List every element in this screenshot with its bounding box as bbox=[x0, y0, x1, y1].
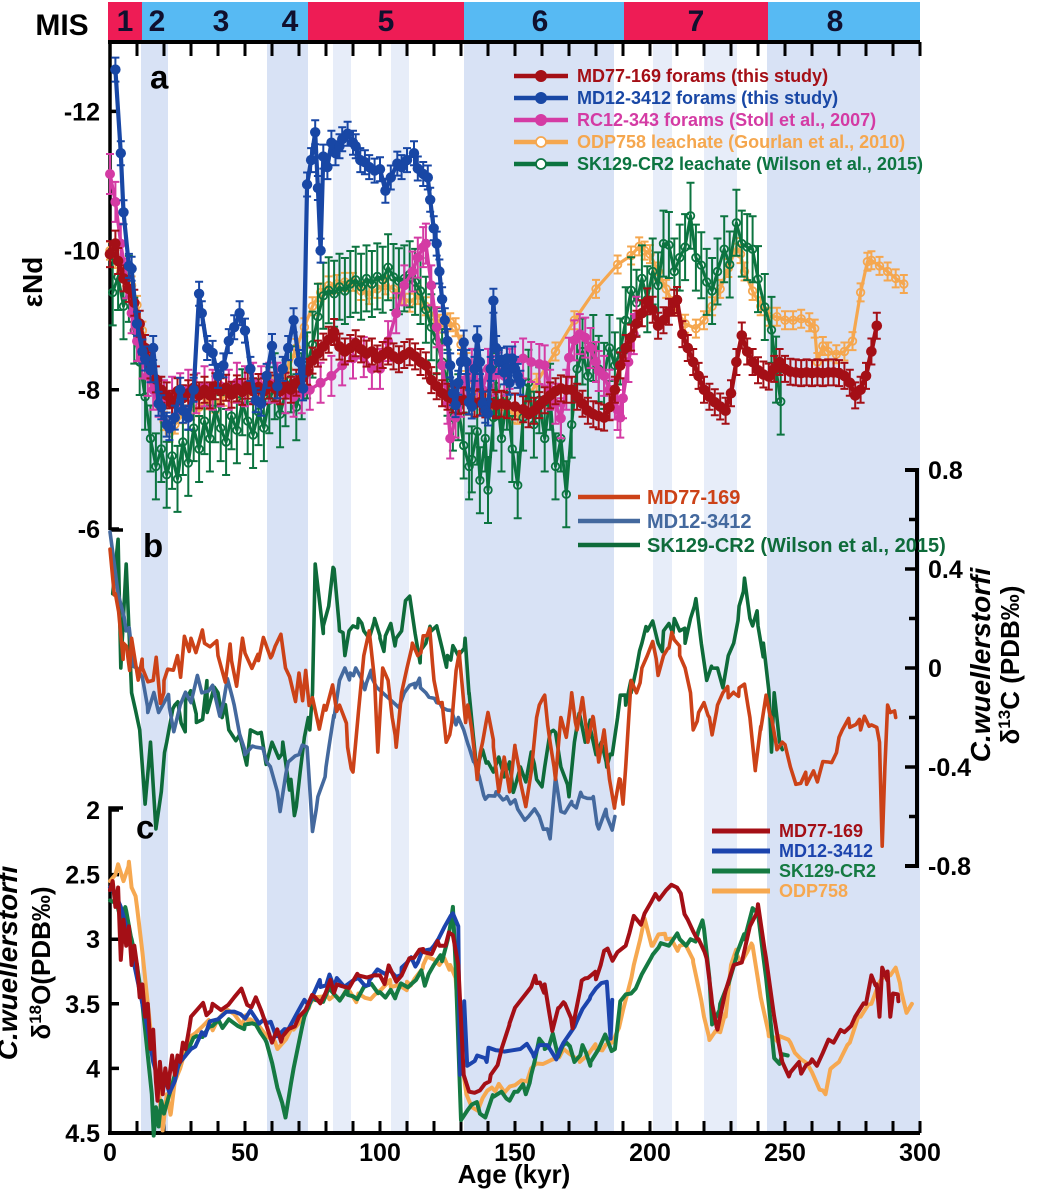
svg-text:MD12-3412: MD12-3412 bbox=[647, 511, 752, 533]
svg-text:C.wuellerstorfi: C.wuellerstorfi bbox=[965, 567, 996, 763]
svg-text:C.wuellerstorfi: C.wuellerstorfi bbox=[0, 865, 23, 1061]
svg-text:2: 2 bbox=[149, 5, 166, 38]
svg-text:5: 5 bbox=[378, 5, 395, 38]
svg-text:0: 0 bbox=[103, 1139, 117, 1167]
svg-text:0.4: 0.4 bbox=[928, 556, 963, 584]
svg-text:ODP758 leachate (Gourlan et al: ODP758 leachate (Gourlan et al., 2010) bbox=[577, 132, 905, 152]
svg-text:MD77-169 forams (this study): MD77-169 forams (this study) bbox=[577, 66, 828, 86]
svg-text:250: 250 bbox=[764, 1139, 806, 1167]
svg-text:-10: -10 bbox=[64, 238, 100, 266]
svg-text:3.5: 3.5 bbox=[65, 991, 100, 1019]
svg-text:-0.4: -0.4 bbox=[928, 754, 971, 782]
svg-text:SK129-CR2 leachate (Wilson et: SK129-CR2 leachate (Wilson et al., 2015) bbox=[577, 154, 923, 174]
svg-text:0.8: 0.8 bbox=[928, 457, 963, 485]
svg-text:4.5: 4.5 bbox=[65, 1120, 100, 1148]
svg-text:3: 3 bbox=[86, 926, 100, 954]
svg-text:2.5: 2.5 bbox=[65, 862, 100, 890]
svg-text:SK129-CR2: SK129-CR2 bbox=[779, 861, 876, 881]
svg-text:150: 150 bbox=[494, 1139, 536, 1167]
svg-text:Age (kyr): Age (kyr) bbox=[458, 1159, 571, 1189]
svg-text:6: 6 bbox=[532, 5, 549, 38]
svg-text:200: 200 bbox=[629, 1139, 671, 1167]
svg-text:RC12-343 forams (Stoll et al.,: RC12-343 forams (Stoll et al., 2007) bbox=[577, 110, 876, 130]
svg-text:2: 2 bbox=[86, 797, 100, 825]
svg-text:MD77-169: MD77-169 bbox=[779, 821, 863, 841]
svg-text:4: 4 bbox=[86, 1055, 100, 1083]
svg-text:3: 3 bbox=[213, 5, 230, 38]
svg-text:8: 8 bbox=[827, 5, 844, 38]
svg-text:ODP758: ODP758 bbox=[779, 881, 848, 901]
svg-text:7: 7 bbox=[688, 5, 705, 38]
svg-text:c: c bbox=[136, 809, 154, 846]
svg-text:-0.8: -0.8 bbox=[928, 853, 971, 881]
svg-text:MD12-3412: MD12-3412 bbox=[779, 841, 873, 861]
svg-text:1: 1 bbox=[117, 5, 134, 38]
svg-text:-8: -8 bbox=[78, 377, 100, 405]
svg-text:0: 0 bbox=[928, 655, 942, 683]
svg-text:300: 300 bbox=[899, 1139, 941, 1167]
svg-text:a: a bbox=[150, 59, 169, 96]
svg-text:4: 4 bbox=[282, 5, 299, 38]
svg-text:SK129-CR2 (Wilson et al., 2015: SK129-CR2 (Wilson et al., 2015) bbox=[647, 535, 946, 557]
svg-text:b: b bbox=[143, 527, 163, 564]
svg-text:-12: -12 bbox=[64, 98, 100, 126]
svg-text:εNd: εNd bbox=[17, 257, 48, 308]
svg-text:MD77-169: MD77-169 bbox=[647, 487, 740, 509]
svg-text:100: 100 bbox=[359, 1139, 401, 1167]
svg-text:MIS: MIS bbox=[35, 9, 88, 42]
svg-text:-6: -6 bbox=[78, 516, 100, 544]
svg-text:MD12-3412 forams (this study): MD12-3412 forams (this study) bbox=[577, 88, 838, 108]
svg-text:50: 50 bbox=[231, 1139, 259, 1167]
